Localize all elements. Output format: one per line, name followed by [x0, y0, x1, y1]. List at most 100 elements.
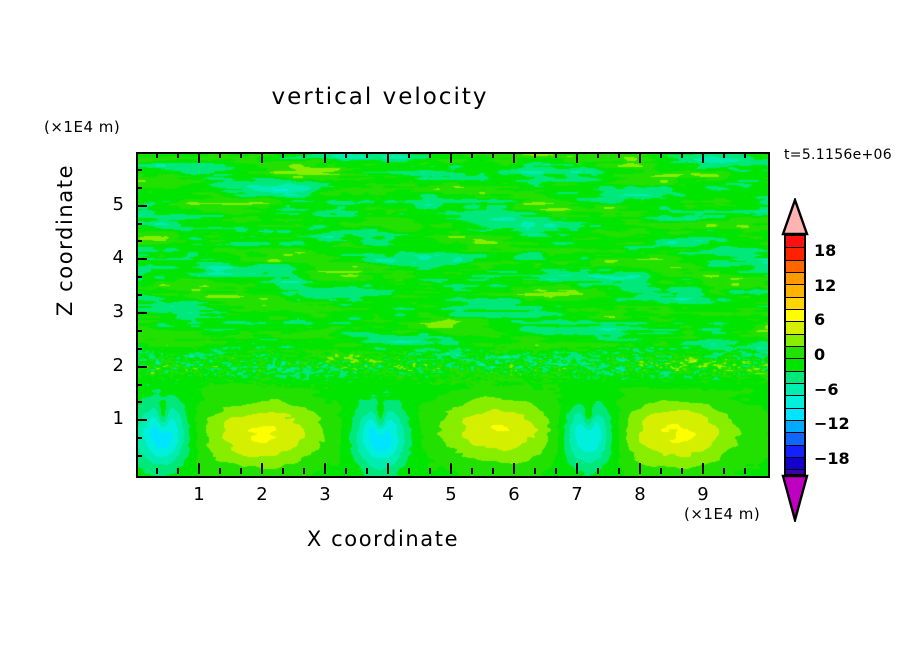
- x-tick-major: [450, 463, 452, 474]
- colorbar-band: [786, 359, 804, 372]
- x-tick-label: 2: [256, 484, 268, 505]
- y-tick-minor: [136, 186, 142, 189]
- y-axis-title: Z coordinate: [53, 163, 77, 317]
- x-tick-minor: [240, 468, 242, 474]
- x-tick-minor: [723, 468, 725, 474]
- colorbar-band: [786, 309, 804, 323]
- x-tick-major: [702, 463, 704, 474]
- colorbar-strip: [784, 234, 806, 476]
- y-tick-label: 3: [112, 301, 124, 322]
- y-tick-major: [136, 365, 147, 368]
- colorbar-band: [786, 248, 804, 261]
- colorbar-band: [786, 346, 804, 360]
- x-tick-minor-top: [660, 152, 662, 158]
- colorbar-band: [786, 383, 804, 397]
- x-tick-minor-top: [219, 152, 221, 158]
- x-tick-minor: [471, 468, 473, 474]
- x-tick-minor-top: [303, 152, 305, 158]
- colorbar-band: [786, 236, 804, 249]
- y-tick-label: 2: [112, 354, 124, 376]
- x-tick-minor-top: [429, 152, 431, 158]
- x-tick-major-top: [576, 152, 578, 163]
- x-tick-label: 3: [319, 484, 331, 505]
- x-tick-minor: [618, 468, 620, 474]
- y-tick-minor: [136, 437, 142, 440]
- x-tick-minor: [681, 468, 683, 474]
- colorbar-band: [786, 334, 804, 347]
- x-tick-minor: [345, 468, 347, 474]
- x-tick-minor: [660, 468, 662, 474]
- x-tick-major: [387, 463, 389, 474]
- page-title: vertical velocity: [271, 84, 489, 110]
- x-tick-minor-top: [240, 152, 242, 158]
- y-tick-minor: [136, 222, 142, 225]
- x-tick-minor: [408, 468, 410, 474]
- x-tick-major-top: [387, 152, 389, 163]
- colorbar-tick-label: −18: [814, 448, 850, 468]
- x-tick-major: [198, 463, 200, 474]
- x-axis-unit-label: (×1E4 m): [684, 505, 761, 523]
- x-tick-minor-top: [408, 152, 410, 158]
- x-tick-major: [324, 463, 326, 474]
- x-tick-minor: [555, 468, 557, 474]
- y-tick-minor: [136, 347, 142, 350]
- x-tick-major-top: [639, 152, 641, 163]
- x-tick-minor: [597, 468, 599, 474]
- x-tick-minor: [282, 468, 284, 474]
- colorbar-band: [786, 322, 804, 335]
- contour-plot-area: [136, 152, 770, 478]
- x-tick-minor-top: [177, 152, 179, 158]
- colorbar-tick-label: 0: [814, 345, 826, 364]
- colorbar-tick-label: 6: [814, 310, 826, 330]
- x-tick-minor: [156, 468, 158, 474]
- x-tick-minor-top: [681, 152, 683, 158]
- x-tick-label: 5: [445, 484, 457, 505]
- y-tick-major: [136, 204, 147, 207]
- x-tick-minor-top: [618, 152, 620, 158]
- y-tick-minor: [136, 383, 142, 386]
- x-tick-minor-top: [555, 152, 557, 158]
- x-tick-label: 1: [193, 484, 205, 505]
- x-tick-minor-top: [492, 152, 494, 158]
- x-tick-minor-top: [282, 152, 284, 158]
- x-tick-minor: [429, 468, 431, 474]
- y-tick-minor: [136, 276, 142, 279]
- x-tick-minor-top: [345, 152, 347, 158]
- y-tick-major: [136, 312, 147, 314]
- time-annotation: t=5.1156e+06: [784, 147, 892, 163]
- colorbar-band: [786, 396, 804, 409]
- x-tick-label: 7: [571, 484, 583, 505]
- colorbar-band: [786, 285, 804, 298]
- x-tick-minor-top: [597, 152, 599, 158]
- x-tick-minor: [492, 468, 494, 474]
- x-tick-major-top: [702, 152, 704, 163]
- x-tick-major-top: [513, 152, 515, 163]
- colorbar-band: [786, 420, 804, 434]
- x-axis-title: X coordinate: [306, 527, 460, 551]
- x-tick-label: 9: [697, 484, 709, 505]
- x-tick-major-top: [324, 152, 326, 163]
- x-tick-minor-top: [366, 152, 368, 158]
- colorbar-tick-label: −12: [814, 414, 850, 434]
- x-tick-minor: [366, 468, 368, 474]
- y-tick-major: [136, 258, 147, 261]
- x-tick-minor: [303, 468, 305, 474]
- colorbar-over-cap: [781, 198, 809, 236]
- colorbar-under-cap: [781, 474, 809, 522]
- x-tick-minor: [219, 468, 221, 474]
- y-tick-minor: [136, 455, 142, 458]
- y-tick-minor: [136, 401, 142, 404]
- x-tick-minor: [177, 468, 179, 474]
- y-tick-minor: [136, 168, 142, 171]
- colorbar-band: [786, 408, 804, 421]
- colorbar-tick-label: 18: [814, 241, 837, 261]
- colorbar-band: [786, 371, 804, 384]
- colorbar-band: [786, 445, 804, 458]
- y-tick-minor: [136, 329, 142, 332]
- colorbar-band: [786, 272, 804, 286]
- y-tick-label: 4: [112, 247, 124, 269]
- x-tick-minor-top: [534, 152, 536, 158]
- x-tick-minor-top: [723, 152, 725, 158]
- x-tick-minor-top: [471, 152, 473, 158]
- y-tick-minor: [136, 294, 142, 297]
